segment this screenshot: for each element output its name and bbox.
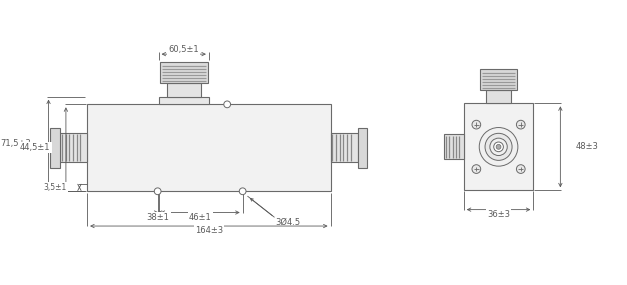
Circle shape bbox=[493, 142, 503, 152]
Circle shape bbox=[485, 133, 512, 160]
Circle shape bbox=[472, 165, 481, 173]
Bar bbox=[445, 134, 464, 159]
Text: 3Ø4.5: 3Ø4.5 bbox=[275, 218, 300, 227]
Bar bbox=[480, 69, 517, 90]
Bar bbox=[50, 127, 60, 168]
Circle shape bbox=[496, 144, 501, 149]
Circle shape bbox=[517, 120, 525, 129]
Bar bbox=[60, 133, 87, 162]
Text: 164±3: 164±3 bbox=[195, 226, 223, 235]
Text: 60,5±1: 60,5±1 bbox=[169, 45, 199, 54]
Circle shape bbox=[240, 188, 246, 195]
Bar bbox=[464, 103, 534, 190]
Circle shape bbox=[479, 127, 518, 166]
Circle shape bbox=[472, 120, 481, 129]
Text: 38±1: 38±1 bbox=[147, 213, 169, 222]
Text: 48±3: 48±3 bbox=[576, 142, 599, 151]
Circle shape bbox=[224, 101, 231, 108]
Text: 44,5±1: 44,5±1 bbox=[20, 143, 50, 152]
Bar bbox=[357, 127, 367, 168]
Text: 3,5±1: 3,5±1 bbox=[44, 183, 67, 192]
Text: 36±3: 36±3 bbox=[487, 210, 510, 219]
Bar bbox=[87, 104, 330, 191]
Bar bbox=[159, 97, 209, 104]
Bar bbox=[486, 90, 511, 103]
Text: 71,5±3: 71,5±3 bbox=[1, 139, 31, 148]
Circle shape bbox=[490, 138, 507, 156]
Circle shape bbox=[517, 165, 525, 173]
Bar bbox=[330, 133, 357, 162]
Circle shape bbox=[154, 188, 161, 195]
Bar bbox=[160, 62, 208, 83]
Text: 46±1: 46±1 bbox=[189, 213, 211, 222]
Bar bbox=[167, 83, 201, 97]
